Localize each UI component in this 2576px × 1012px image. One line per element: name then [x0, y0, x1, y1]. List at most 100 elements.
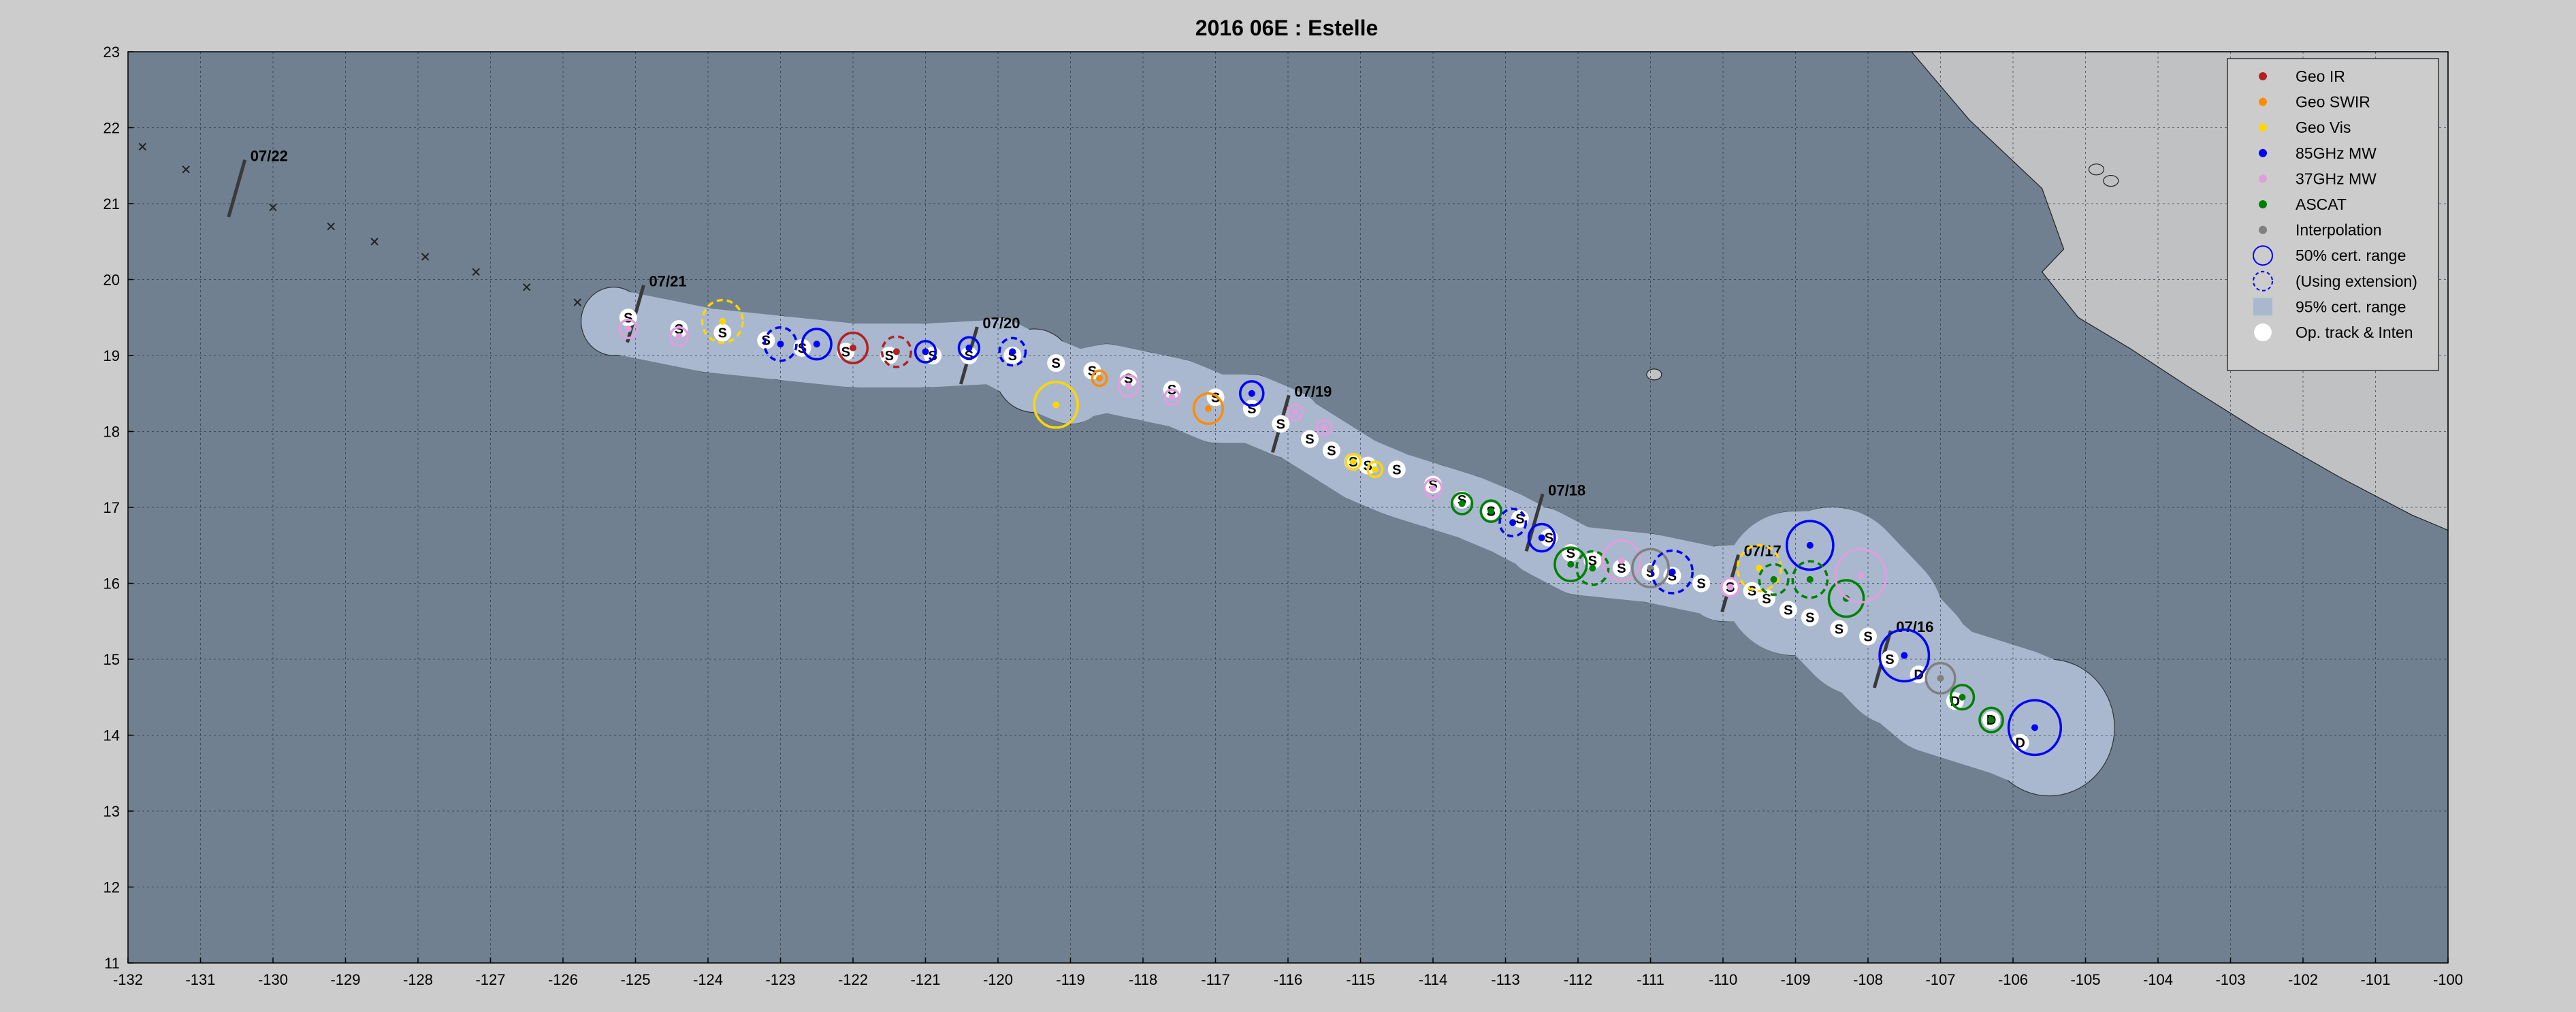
fix-circle-ghz85 — [957, 336, 981, 360]
fix-points — [618, 298, 2063, 757]
fix-circle-ascat — [1479, 499, 1502, 523]
intensity-label: S — [1805, 611, 1814, 626]
date-label: 07/20 — [982, 315, 1020, 332]
fix-dot-ghz37 — [1321, 424, 1328, 431]
fix-circle-ascat — [1949, 684, 1976, 711]
op-track-point — [1583, 552, 1602, 570]
op-track: SSSSSSSSSSSSSSSSSSSSSSSSSSSSSSSSSSSSSSSS… — [619, 309, 2029, 752]
y-tick-label: 15 — [103, 651, 120, 668]
intensity-label: S — [1617, 561, 1626, 576]
forecast-point — [269, 203, 277, 212]
x-tick-label: -128 — [403, 971, 433, 988]
fix-circle-ascat — [1827, 579, 1865, 618]
fix-circle-ghz37 — [618, 318, 639, 340]
legend-label: Geo Vis — [2296, 118, 2351, 136]
op-track-point — [1641, 563, 1660, 581]
x-tick-label: -103 — [2215, 971, 2245, 988]
fix-dot-ghz85 — [1901, 652, 1908, 659]
y-axis: 11 12 13 14 15 16 17 18 19 20 21 22 23 — [103, 44, 133, 972]
fix-circle-ascat — [1575, 550, 1610, 586]
intensity-label: S — [1515, 512, 1524, 527]
fix-dot-ghz37 — [1617, 557, 1625, 565]
op-track-point — [1300, 430, 1319, 448]
intensity-label: S — [1588, 554, 1597, 569]
legend: Geo IR Geo SWIR Geo Vis 85GHz MW 37GHz MW ASC… — [2227, 58, 2439, 371]
op-track-point — [1272, 415, 1290, 433]
fix-dot-ascat — [1959, 693, 1966, 701]
intensity-label: S — [1276, 417, 1285, 432]
fix-dot-ascat — [1487, 507, 1495, 515]
legend-symbol — [2259, 72, 2267, 80]
fix-circle-geo_vis — [1345, 453, 1362, 471]
y-tick-label: 23 — [103, 44, 120, 61]
op-track-point — [1859, 627, 1877, 646]
x-tick-label: -121 — [910, 971, 940, 988]
intensity-label: S — [1392, 462, 1401, 477]
fix-circle-ghz37 — [669, 326, 689, 347]
legend-label: Geo SWIR — [2296, 93, 2370, 111]
forecast-point — [182, 165, 190, 174]
fix-circle-ghz85 — [1785, 520, 1835, 571]
x-tick-label: -126 — [548, 971, 578, 988]
x-tick-label: -105 — [2070, 971, 2100, 988]
fix-dot-geo_ir — [850, 344, 856, 351]
fix-circle-ascat — [1791, 560, 1829, 599]
intensity-label: S — [1327, 443, 1336, 458]
op-track-point — [1743, 582, 1761, 600]
x-tick-label: -127 — [475, 971, 505, 988]
op-track-point — [1119, 369, 1138, 388]
x-tick-label: -112 — [1564, 971, 1592, 988]
fix-circle-ascat — [1553, 546, 1588, 582]
fix-circle-geo_swir — [1192, 392, 1224, 426]
fix-circle-geo_vis — [1366, 460, 1384, 479]
fix-circle-ghz85 — [801, 328, 833, 361]
legend-label: 95% cert. range — [2296, 298, 2406, 315]
fix-circle-ascat — [1978, 706, 2004, 733]
intensity-label: S — [1052, 356, 1061, 371]
fix-dot-ghz37 — [675, 333, 683, 341]
legend-symbol — [2259, 148, 2267, 157]
date-label: 07/22 — [251, 148, 288, 165]
y-tick-label: 13 — [103, 803, 120, 820]
x-tick-label: -102 — [2288, 971, 2318, 988]
x-tick-label: -115 — [1346, 971, 1374, 988]
intensity-label: S — [718, 326, 727, 341]
fix-dot-ghz37 — [1125, 382, 1132, 390]
legend-label: 85GHz MW — [2296, 144, 2377, 162]
x-tick-label: -119 — [1056, 971, 1084, 988]
x-axis: -132 -131 -130 -129 -128 -127 -126 -125 -124 -123… — [113, 958, 2463, 988]
fix-dot-ghz85 — [1248, 390, 1255, 397]
fix-dot-geo_vis — [1349, 458, 1357, 466]
chart-title: 2016 06E : Estelle — [1195, 16, 1379, 40]
y-tick-label: 18 — [103, 424, 120, 441]
legend-symbol — [2254, 323, 2272, 341]
fix-circle-ghz85 — [1878, 628, 1931, 683]
fix-circle-ghz85 — [1650, 549, 1694, 595]
forecast-point — [327, 222, 335, 231]
legend-symbol — [2253, 298, 2272, 316]
fix-dot-geo_ir — [892, 348, 900, 355]
x-tick-label: -132 — [113, 971, 143, 988]
y-tick-label: 21 — [103, 195, 120, 212]
x-tick-label: -110 — [1709, 971, 1737, 988]
fix-dot-ghz37 — [1291, 409, 1299, 416]
intensity-label: S — [1863, 630, 1872, 645]
x-tick-label: -113 — [1491, 971, 1519, 988]
fix-dot-ascat — [1458, 500, 1466, 507]
date-tick — [227, 159, 247, 218]
fix-dot-geo_vis — [1756, 565, 1763, 572]
intensity-label: S — [675, 322, 683, 337]
op-track-point — [1612, 559, 1630, 578]
x-tick-label: -106 — [1998, 971, 2028, 988]
legend-label: (Using extension) — [2296, 272, 2417, 290]
fix-dot-ghz85 — [1806, 541, 1814, 549]
fix-dot-geo_vis — [1371, 466, 1379, 473]
forecast-point — [573, 298, 582, 306]
fix-circle-ghz37 — [1117, 374, 1140, 398]
fix-circle-ghz37 — [1601, 539, 1642, 582]
fix-dot-ascat — [1589, 565, 1596, 572]
legend-label: Op. track & Inten — [2296, 323, 2413, 341]
fix-dot-ascat — [1567, 560, 1575, 568]
op-track-point — [1387, 460, 1406, 479]
